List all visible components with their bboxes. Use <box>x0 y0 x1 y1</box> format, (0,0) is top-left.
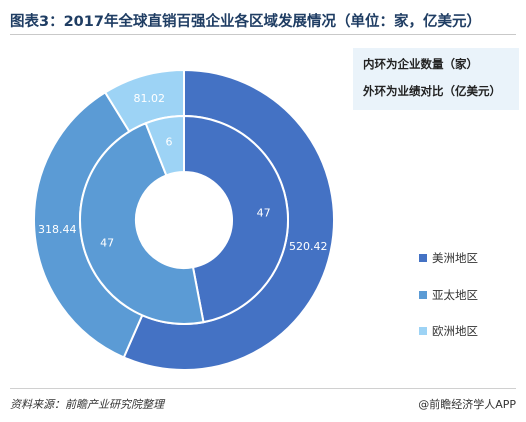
publisher-credit: @前瞻经济学人APP <box>418 398 516 411</box>
legend-label: 亚太地区 <box>432 288 478 302</box>
legend-swatch <box>419 254 427 262</box>
inner-ring-slice-2 <box>144 114 185 177</box>
outer-ring-label-2: 81.02 <box>134 92 166 105</box>
legend-label: 美洲地区 <box>432 251 478 265</box>
legend-item-0: 美洲地区 <box>419 250 478 266</box>
outer-ring-label-0: 520.42 <box>289 240 328 253</box>
legend-swatch <box>419 327 427 335</box>
legend-item-1: 亚太地区 <box>419 287 478 303</box>
inner-ring-slice-0 <box>183 114 289 324</box>
donut-chart: 520.42 318.44 81.02 47 47 6 <box>33 68 335 371</box>
ring-notes-box: 内环为企业数量（家） 外环为业绩对比（亿美元） <box>353 48 519 110</box>
legend-item-2: 欧洲地区 <box>419 323 478 339</box>
inner-ring-slice-1 <box>79 122 205 325</box>
data-source: 资料来源：前瞻产业研究院整理 <box>10 398 164 411</box>
inner-ring-label-2: 6 <box>166 135 173 148</box>
inner-ring-label-1: 47 <box>100 236 114 249</box>
inner-ring-note: 内环为企业数量（家） <box>363 57 478 71</box>
legend-label: 欧洲地区 <box>432 324 478 338</box>
title-divider <box>10 34 516 35</box>
outer-ring-label-1: 318.44 <box>38 223 77 236</box>
outer-ring-note: 外环为业绩对比（亿美元） <box>363 84 501 98</box>
legend-swatch <box>419 291 427 299</box>
chart-title: 图表3：2017年全球直销百强企业各区域发展情况（单位：家，亿美元） <box>10 14 481 30</box>
footer-divider <box>10 388 516 389</box>
inner-ring-label-0: 47 <box>257 206 271 219</box>
